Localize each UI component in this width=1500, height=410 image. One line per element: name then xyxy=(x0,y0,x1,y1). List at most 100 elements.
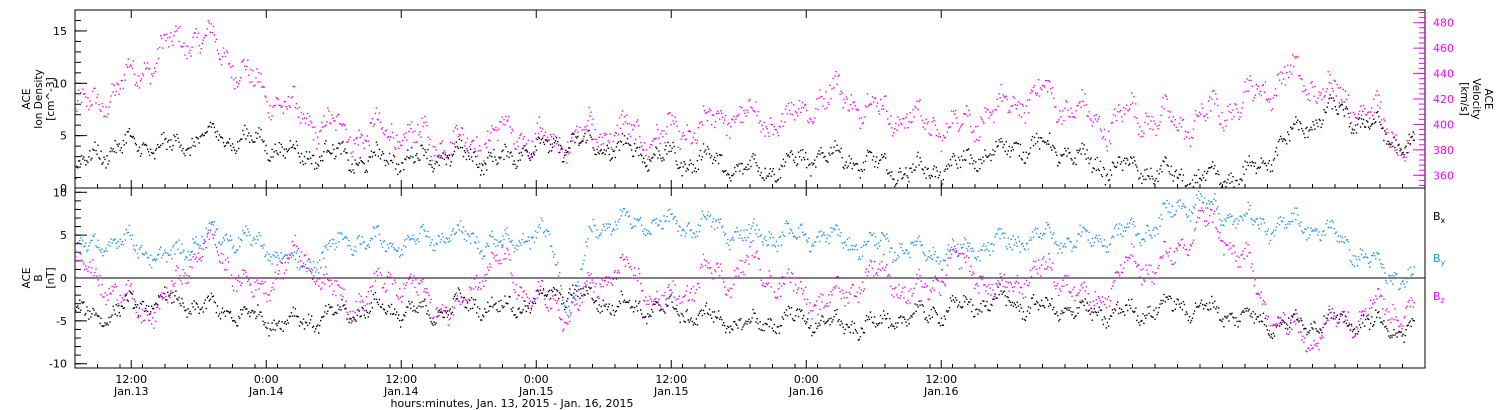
velocity-point xyxy=(1337,87,1339,89)
density-point xyxy=(165,137,167,140)
velocity-point xyxy=(903,117,905,120)
bx-point xyxy=(785,309,788,311)
density-point xyxy=(1221,186,1223,188)
density-point xyxy=(1300,122,1302,125)
density-point xyxy=(1079,148,1081,150)
bx-point xyxy=(802,317,804,320)
density-point xyxy=(671,147,673,150)
by-point xyxy=(245,225,247,227)
velocity-point xyxy=(829,84,831,86)
by-point xyxy=(977,256,979,258)
density-point xyxy=(311,154,314,157)
bx-point xyxy=(359,316,361,318)
velocity-point xyxy=(515,148,517,150)
velocity-point xyxy=(841,92,843,94)
velocity-point xyxy=(399,141,401,143)
density-point xyxy=(1209,167,1211,169)
density-point xyxy=(933,165,935,167)
by-point xyxy=(247,228,249,230)
density-point xyxy=(1236,179,1238,182)
bx-point xyxy=(823,320,825,323)
bx-point xyxy=(806,321,808,323)
bx-point xyxy=(1231,312,1233,314)
by-point xyxy=(349,245,351,247)
velocity-point xyxy=(1220,123,1222,125)
velocity-point xyxy=(85,96,87,98)
density-point xyxy=(300,152,303,155)
by-point xyxy=(432,249,434,251)
velocity-point xyxy=(1245,90,1247,92)
velocity-point xyxy=(197,32,199,35)
velocity-point xyxy=(1254,94,1256,96)
density-point xyxy=(553,142,556,144)
density-point xyxy=(202,135,204,137)
velocity-point xyxy=(222,47,225,49)
velocity-point xyxy=(1373,98,1375,100)
bx-point xyxy=(1024,319,1027,322)
density-point xyxy=(1188,183,1191,186)
by-point xyxy=(288,253,290,256)
density-point xyxy=(111,150,113,152)
velocity-point xyxy=(944,136,947,139)
velocity-point xyxy=(83,93,85,95)
velocity-point xyxy=(631,128,634,131)
by-point xyxy=(269,260,271,262)
velocity-point xyxy=(140,78,143,80)
density-point xyxy=(213,126,216,129)
density-point xyxy=(1130,156,1132,158)
velocity-point xyxy=(491,125,493,127)
by-point xyxy=(203,239,205,241)
bx-point xyxy=(450,313,452,315)
velocity-point xyxy=(1000,83,1002,86)
velocity-point xyxy=(741,107,743,109)
bx-point xyxy=(641,313,643,315)
velocity-point xyxy=(1022,105,1025,107)
density-point xyxy=(1392,145,1394,148)
bx-point xyxy=(939,324,942,327)
bx-point xyxy=(1008,300,1010,302)
by-point xyxy=(725,232,727,235)
density-point xyxy=(134,142,137,145)
velocity-point xyxy=(386,136,389,139)
by-point xyxy=(509,240,511,243)
velocity-point xyxy=(288,105,290,107)
density-point xyxy=(713,156,716,159)
velocity-point xyxy=(890,115,892,117)
velocity-point xyxy=(1390,146,1392,149)
bx-point xyxy=(157,304,159,306)
bx-point xyxy=(1271,337,1274,339)
velocity-point xyxy=(77,100,79,102)
bx-point xyxy=(201,306,203,309)
density-point xyxy=(728,174,730,176)
by-point xyxy=(709,214,712,216)
density-point xyxy=(1385,133,1387,135)
density-point xyxy=(407,149,409,151)
by-point xyxy=(216,228,219,230)
velocity-point xyxy=(451,142,454,145)
density-point xyxy=(302,163,305,166)
bx-point xyxy=(879,314,882,317)
bx-point xyxy=(271,322,273,324)
by-point xyxy=(800,224,802,226)
velocity-point xyxy=(1274,88,1277,90)
by-point xyxy=(617,221,620,223)
velocity-point xyxy=(601,136,603,139)
density-point xyxy=(416,153,418,155)
velocity-point xyxy=(378,112,381,114)
bx-point xyxy=(664,312,666,314)
by-point xyxy=(608,226,610,228)
bx-point xyxy=(469,308,472,310)
density-point xyxy=(1408,133,1410,136)
bx-point xyxy=(820,319,822,322)
velocity-point xyxy=(1389,146,1391,148)
velocity-point xyxy=(586,125,588,127)
density-point xyxy=(795,164,798,167)
velocity-point xyxy=(226,51,229,54)
bx-point xyxy=(1229,313,1231,315)
by-point xyxy=(740,229,742,232)
density-point xyxy=(91,157,93,160)
density-point xyxy=(916,155,918,158)
bx-point xyxy=(260,311,262,313)
velocity-point xyxy=(1071,112,1073,114)
velocity-point xyxy=(1246,78,1248,80)
